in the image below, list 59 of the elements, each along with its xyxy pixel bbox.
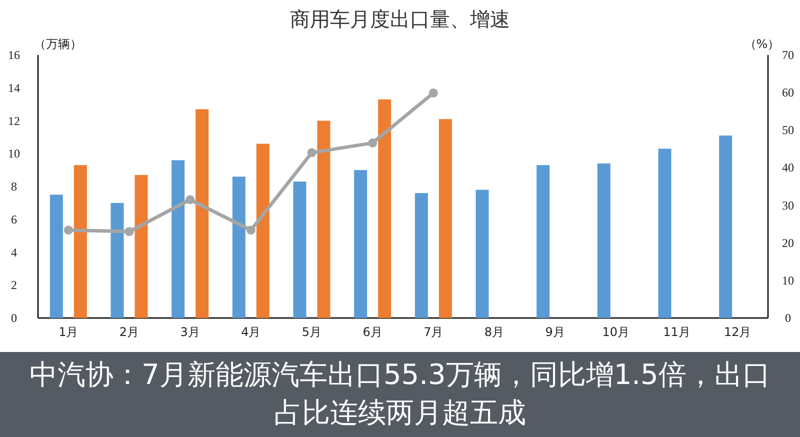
point — [307, 148, 316, 158]
point — [124, 227, 134, 236]
chart-title: 商用车月度出口量、增速 — [290, 7, 510, 31]
bar — [134, 174, 148, 318]
x-tick-label: 11月 — [663, 325, 690, 339]
x-tick-label: 10月 — [602, 325, 630, 339]
bar — [293, 182, 306, 318]
y-tick-label: 16 — [8, 48, 20, 62]
text: 中汽协：7月新能源汽车出口55.3万辆，同比增1.5倍，出口占比连续两月超五成 — [28, 357, 772, 431]
x-tick-label: 6月 — [362, 325, 382, 339]
x-tick-label: 2月 — [119, 325, 140, 339]
x-tick-label: 7月 — [424, 325, 444, 339]
x-tick-label: 12月 — [724, 325, 752, 339]
y2-tick-label: 50 — [782, 123, 794, 138]
bar — [719, 136, 732, 318]
y-tick-label: 4 — [11, 245, 17, 260]
y-tick-label: 14 — [8, 80, 20, 95]
y-axis-title: （万辆） — [34, 37, 82, 51]
bar — [597, 163, 610, 318]
bar — [378, 99, 392, 318]
x-tick-label: 4月 — [241, 325, 261, 339]
y-tick-label: 8 — [11, 180, 17, 194]
x-tick-label: 9月 — [545, 325, 565, 339]
bar — [50, 194, 63, 318]
bar — [256, 144, 270, 318]
bar — [536, 165, 550, 318]
bar — [476, 190, 489, 318]
y2-axis-title: （%） — [744, 37, 780, 51]
point — [186, 195, 195, 204]
y-tick-label: 12 — [8, 114, 20, 128]
y2-tick-label: 10 — [782, 273, 794, 288]
y2-tick-label: 60 — [782, 86, 794, 100]
point — [246, 226, 256, 235]
bar — [74, 165, 87, 318]
x-tick-label: 1月 — [58, 325, 78, 339]
y2-tick-label: 30 — [782, 198, 794, 212]
bar — [354, 170, 368, 318]
y-tick-label: 0 — [11, 311, 17, 325]
bar — [658, 148, 672, 318]
y2-tick-label: 20 — [782, 236, 794, 250]
y2-tick-label: 40 — [782, 160, 794, 175]
point — [64, 226, 73, 235]
bar — [438, 119, 452, 318]
x-tick-label: 3月 — [180, 325, 200, 339]
y-tick-label: 10 — [8, 146, 20, 161]
point — [428, 88, 438, 98]
y-tick-label: 2 — [11, 278, 17, 292]
x-tick-label: 8月 — [484, 325, 504, 339]
bar — [172, 160, 185, 318]
bar — [232, 176, 246, 318]
y2-tick-label: 70 — [782, 48, 794, 62]
x-tick-label: 5月 — [302, 325, 322, 339]
y-tick-label: 6 — [11, 212, 17, 226]
bar — [196, 109, 209, 318]
point — [368, 138, 378, 148]
y2-tick-label: 0 — [785, 311, 791, 325]
bar — [317, 120, 330, 318]
bar — [414, 193, 428, 318]
bar — [110, 202, 124, 318]
